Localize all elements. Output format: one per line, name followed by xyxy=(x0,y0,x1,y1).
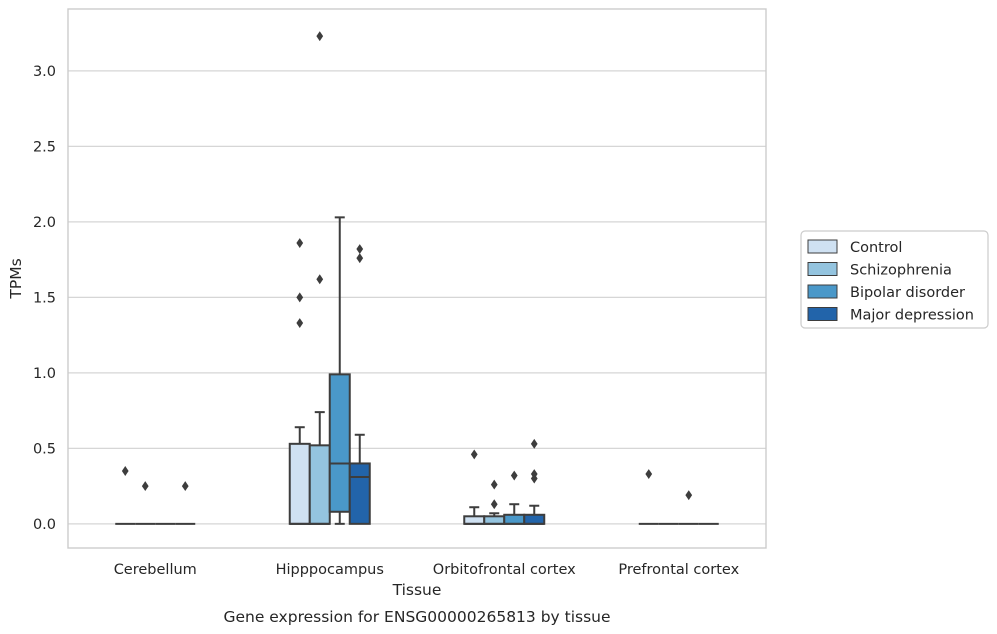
box xyxy=(483,515,506,525)
box-control xyxy=(463,449,486,525)
box-major-depression xyxy=(175,481,196,525)
outlier-point xyxy=(296,292,304,303)
x-axis-label: Tissue xyxy=(392,581,442,599)
outlier-point xyxy=(490,499,498,510)
outlier-point xyxy=(490,479,498,490)
outlier-point xyxy=(141,481,149,492)
box xyxy=(288,442,311,525)
legend-label: Bipolar disorder xyxy=(850,285,965,301)
box-schizophrenia xyxy=(483,479,506,525)
y-tick-label: 0.0 xyxy=(33,517,56,533)
outlier-point xyxy=(530,473,538,484)
x-tick-label: Cerebellum xyxy=(114,562,197,578)
outlier-point xyxy=(181,481,189,492)
plot-frame xyxy=(67,8,767,549)
y-tick-label: 1.0 xyxy=(33,366,56,382)
legend-swatch xyxy=(807,239,838,254)
outlier-point xyxy=(356,253,364,264)
legend: Control Schizophrenia Bipolar disorder Majo… xyxy=(800,230,989,329)
box xyxy=(503,513,526,525)
box xyxy=(523,513,546,525)
y-tick-label: 0.5 xyxy=(33,441,56,457)
gridlines xyxy=(68,70,766,525)
box-control xyxy=(115,466,136,525)
box-bipolar-disorder xyxy=(678,490,699,525)
box-major-depression xyxy=(348,244,371,525)
outlier-point xyxy=(530,438,538,449)
legend-label: Major depression xyxy=(850,308,974,324)
x-tick-label: Prefrontal cortex xyxy=(618,562,739,578)
y-tick-labels: 0.0 0.5 1.0 1.5 2.0 2.5 3.0 xyxy=(33,64,56,533)
chart-caption: Gene expression for ENSG00000265813 by t… xyxy=(223,608,610,626)
outlier-point xyxy=(121,466,129,476)
outlier-point xyxy=(316,31,324,42)
y-tick-label: 2.5 xyxy=(33,139,56,155)
box xyxy=(348,462,371,525)
legend-frame xyxy=(800,230,989,329)
legend-swatch xyxy=(807,262,838,276)
x-tick-label: Hipppocampus xyxy=(276,562,384,578)
y-tick-label: 1.5 xyxy=(33,290,56,306)
y-tick-label: 2.0 xyxy=(33,215,56,231)
box-bipolar-disorder xyxy=(503,470,526,525)
outlier-point xyxy=(316,274,324,285)
box-control xyxy=(638,469,659,525)
outlier-point xyxy=(356,244,364,255)
y-tick-label: 3.0 xyxy=(33,64,56,80)
y-axis-label: TPMs xyxy=(7,258,25,299)
legend-label: Control xyxy=(850,240,902,256)
box-schizophrenia xyxy=(308,31,331,525)
x-tick-label: Orbitofrontal cortex xyxy=(433,562,576,578)
box xyxy=(463,515,486,525)
box-plot-marks xyxy=(115,31,719,525)
legend-swatch xyxy=(807,284,838,299)
legend-label: Schizophrenia xyxy=(850,263,952,279)
outlier-point xyxy=(296,238,304,248)
outlier-point xyxy=(685,490,693,501)
box-schizophrenia xyxy=(135,481,156,525)
box xyxy=(328,373,351,513)
legend-swatch xyxy=(807,307,838,321)
box-major-depression xyxy=(523,438,546,525)
box-bipolar-disorder xyxy=(328,216,351,525)
outlier-point xyxy=(296,318,304,328)
outlier-point xyxy=(645,469,653,479)
box xyxy=(308,444,331,525)
box-control xyxy=(288,238,311,525)
x-tick-labels: Cerebellum Hipppocampus Orbitofrontal cort… xyxy=(114,562,740,578)
outlier-point xyxy=(470,449,478,460)
outlier-point xyxy=(510,470,518,481)
